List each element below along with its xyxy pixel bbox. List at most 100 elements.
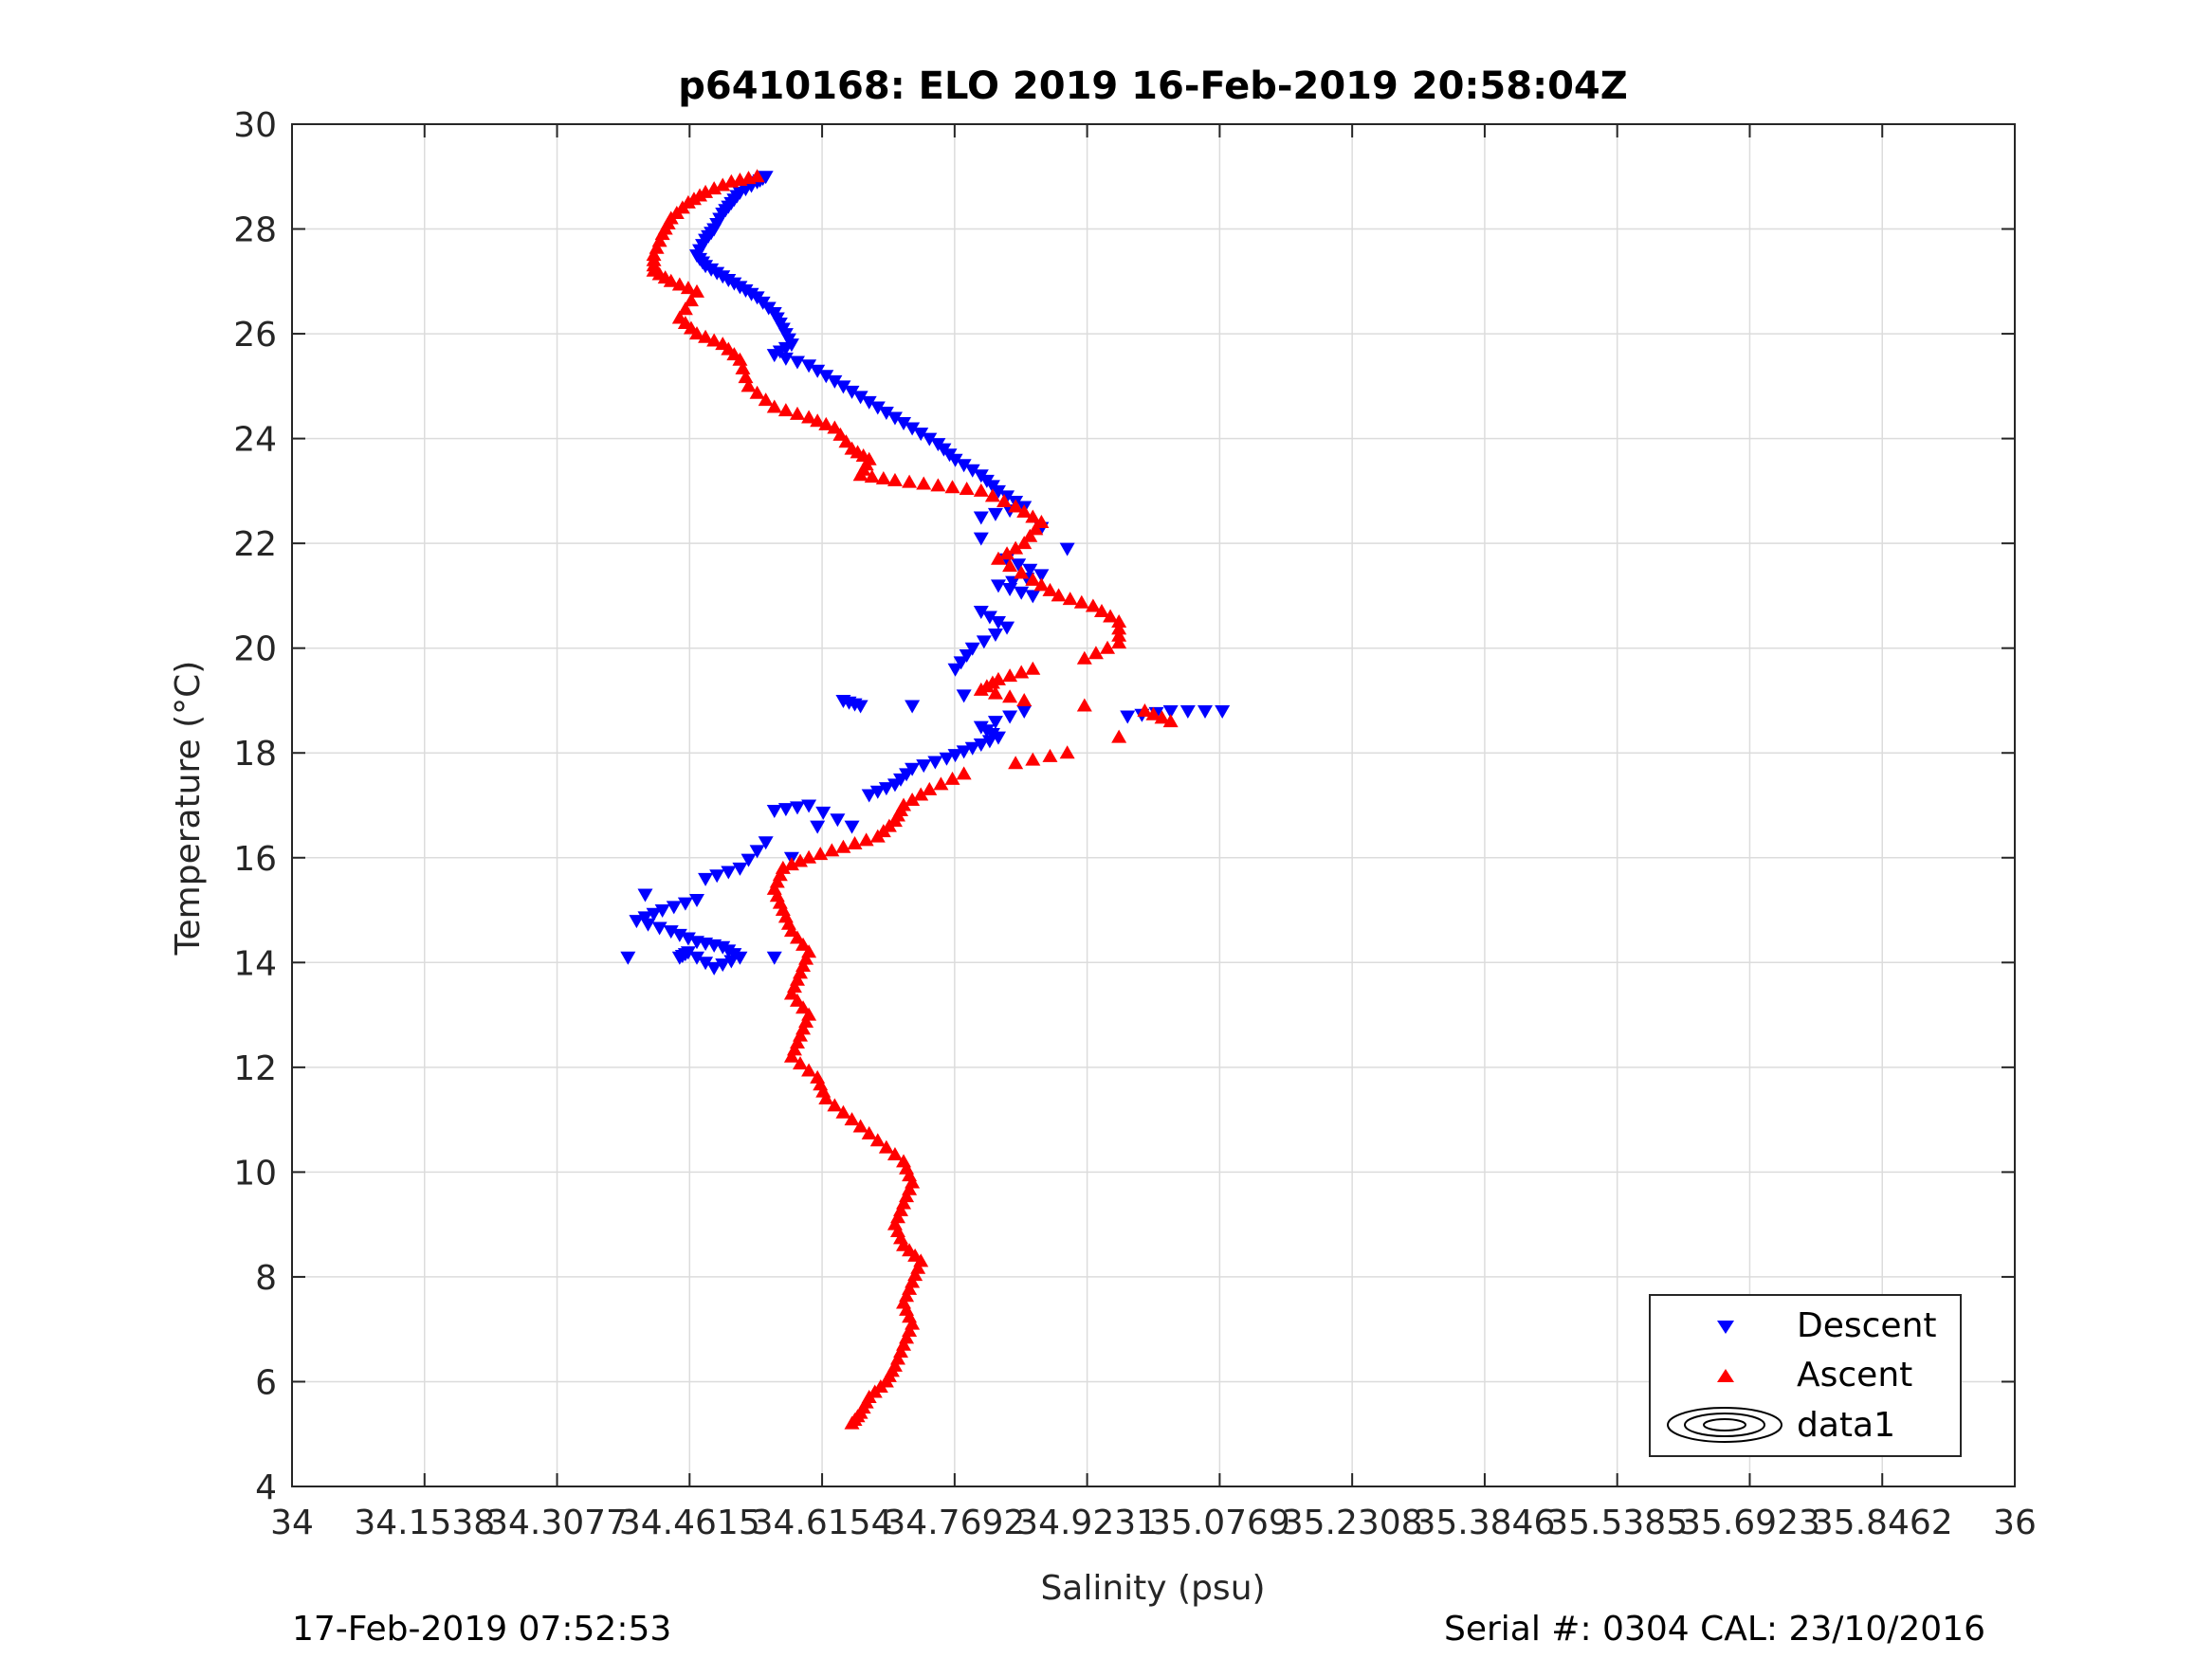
data-point bbox=[999, 490, 1015, 504]
data-point bbox=[818, 416, 834, 430]
data-point bbox=[852, 700, 868, 714]
data-point bbox=[973, 606, 989, 620]
legend-ascent-label: Ascent bbox=[1797, 1356, 1912, 1395]
data-point bbox=[1002, 710, 1018, 724]
x-tick-label: 34.9231 bbox=[1016, 1504, 1158, 1542]
x-tick-label: 34 bbox=[270, 1504, 314, 1542]
data-point bbox=[640, 918, 656, 932]
y-tick-label: 28 bbox=[233, 211, 277, 250]
y-tick-label: 10 bbox=[233, 1154, 277, 1193]
data-point bbox=[987, 628, 1003, 642]
data-point bbox=[930, 478, 946, 492]
data-point bbox=[922, 432, 938, 447]
x-tick-label: 34.7692 bbox=[884, 1504, 1025, 1542]
data-point bbox=[723, 173, 740, 188]
data-point bbox=[732, 951, 748, 965]
data-point bbox=[987, 507, 1003, 521]
data-point bbox=[1008, 499, 1024, 513]
data-point bbox=[902, 474, 918, 488]
data-point bbox=[869, 1133, 886, 1147]
data-point bbox=[959, 482, 975, 496]
data-point bbox=[1002, 583, 1018, 597]
data-point bbox=[878, 1139, 894, 1154]
data-point bbox=[973, 532, 989, 546]
data-point bbox=[1197, 705, 1214, 720]
data-point bbox=[1033, 515, 1050, 529]
data-point bbox=[818, 370, 834, 384]
data-point bbox=[732, 172, 748, 186]
data-point bbox=[1137, 703, 1153, 718]
data-point bbox=[944, 480, 960, 494]
data-point bbox=[916, 476, 932, 490]
data-point bbox=[1025, 752, 1041, 766]
data-point bbox=[1025, 661, 1041, 675]
data-point bbox=[990, 731, 1006, 745]
data-point bbox=[844, 385, 860, 399]
data-point bbox=[869, 401, 886, 415]
data-point bbox=[996, 493, 1013, 507]
data-point bbox=[815, 806, 832, 820]
data-point bbox=[723, 955, 740, 969]
data-point bbox=[706, 181, 722, 195]
footer-timestamp: 17-Feb-2019 07:52:53 bbox=[292, 1610, 671, 1649]
data-point bbox=[1162, 714, 1179, 728]
legend-contour-icon bbox=[1667, 1407, 1782, 1443]
data-point bbox=[861, 1125, 877, 1139]
data-point bbox=[973, 511, 989, 525]
data-point bbox=[1016, 503, 1033, 518]
data-point bbox=[766, 805, 782, 819]
data-point bbox=[738, 370, 754, 384]
data-point bbox=[677, 301, 693, 316]
data-point bbox=[654, 904, 670, 919]
data-point bbox=[905, 792, 921, 806]
data-point bbox=[646, 907, 662, 921]
data-point bbox=[698, 957, 714, 971]
data-point bbox=[847, 836, 863, 850]
data-point bbox=[981, 735, 997, 749]
data-point bbox=[944, 771, 960, 785]
data-point bbox=[1033, 577, 1050, 592]
data-point bbox=[1059, 745, 1075, 759]
data-point bbox=[671, 951, 687, 965]
data-point bbox=[956, 745, 972, 759]
y-tick-label: 30 bbox=[233, 106, 277, 145]
x-tick-label: 35.2308 bbox=[1282, 1504, 1423, 1542]
data-point bbox=[795, 1000, 812, 1014]
data-point bbox=[999, 621, 1015, 635]
data-point bbox=[801, 410, 817, 424]
data-point bbox=[835, 839, 851, 853]
x-tick-label: 35.0769 bbox=[1149, 1504, 1290, 1542]
x-axis-label: Salinity (psu) bbox=[1040, 1569, 1265, 1608]
data-point bbox=[1002, 558, 1018, 573]
data-point bbox=[637, 911, 653, 925]
data-point bbox=[1033, 569, 1050, 583]
data-point bbox=[740, 171, 757, 185]
data-point bbox=[835, 380, 851, 394]
data-point bbox=[869, 829, 886, 843]
data-point bbox=[1062, 592, 1078, 606]
data-point bbox=[789, 356, 805, 370]
data-point bbox=[844, 1112, 860, 1126]
data-point bbox=[939, 752, 955, 766]
data-point bbox=[688, 951, 704, 965]
data-point bbox=[838, 434, 854, 448]
data-point bbox=[706, 961, 722, 975]
axis-ticks: 34 34.153834.307734.461534.615434.769234.… bbox=[233, 106, 2037, 1542]
data-point bbox=[947, 663, 963, 677]
data-point bbox=[878, 782, 894, 796]
data-point bbox=[783, 986, 799, 1000]
data-point bbox=[830, 813, 846, 828]
data-point bbox=[1162, 705, 1179, 720]
data-point bbox=[715, 177, 731, 191]
data-point bbox=[1022, 563, 1038, 577]
data-point bbox=[680, 281, 696, 295]
data-point bbox=[1103, 609, 1119, 623]
data-point bbox=[1076, 698, 1092, 712]
data-point bbox=[973, 483, 989, 497]
x-tick-label: 35.3846 bbox=[1414, 1504, 1555, 1542]
data-point bbox=[1179, 705, 1196, 720]
data-point bbox=[852, 391, 868, 405]
data-point bbox=[1085, 598, 1101, 612]
data-point bbox=[688, 893, 704, 907]
data-point bbox=[706, 333, 722, 347]
